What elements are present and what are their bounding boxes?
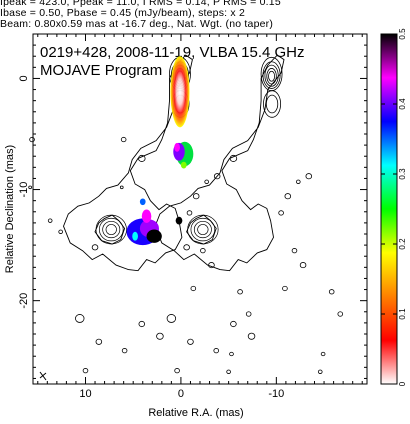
contour-blob — [183, 244, 190, 251]
y-tick-label: -10 — [18, 182, 30, 198]
contour-blob — [47, 218, 53, 223]
contour-blob — [120, 136, 127, 143]
south-contour — [98, 217, 124, 242]
header-line-3: Beam: 0.80x0.59 mas at -16.7 deg., Nat. … — [0, 18, 274, 30]
contour-blob — [247, 332, 256, 340]
beam-marker — [39, 371, 47, 381]
south-contour — [95, 214, 127, 245]
axis-ticks: 10 0 -10 0 -10 -20 — [18, 34, 367, 400]
contour-blob — [320, 351, 326, 357]
colorbar-tick-label: 0.2 — [398, 238, 407, 250]
core-contour — [264, 64, 279, 87]
core-contour — [263, 90, 282, 118]
outer-contour — [154, 54, 285, 272]
contour-blob — [229, 154, 238, 162]
plot-title-line-2: MOJAVE Program — [40, 62, 162, 79]
south-polarization-dot — [175, 216, 183, 225]
contour-blob — [229, 351, 234, 357]
plot-title-line-1: 0219+428, 2008-11-19, VLBA 15.4 GHz — [40, 44, 305, 61]
contour-blob — [213, 348, 220, 354]
contour-blob — [186, 210, 193, 216]
colorbar — [380, 33, 398, 385]
contour-blob — [305, 173, 313, 180]
contour-blob — [166, 314, 177, 323]
inner-contour — [94, 214, 126, 245]
contour-blob — [190, 285, 197, 292]
contour-blob — [121, 348, 128, 354]
contour-blob — [29, 136, 35, 143]
polarization-color-layer — [126, 56, 194, 246]
contour-blob — [299, 262, 307, 269]
colorbar-ticks: 0 0.1 0.2 0.3 0.4 0.5 — [381, 28, 407, 386]
south-contour — [102, 220, 121, 239]
contour-blob — [204, 179, 209, 184]
contour-blob — [95, 338, 103, 345]
colorbar-tick-label: 0.4 — [398, 98, 407, 110]
core-contour — [268, 70, 276, 82]
core-contour — [265, 94, 279, 114]
core-polarization — [170, 56, 190, 128]
south-contour — [187, 214, 219, 245]
x-axis-label: Relative R.A. (mas) — [148, 407, 243, 419]
contour-blob — [138, 320, 146, 328]
colorbar-tick-label: 0 — [398, 381, 407, 386]
contour-blob — [245, 311, 252, 317]
y-tick-label: -20 — [18, 293, 30, 309]
contour-blob — [237, 289, 243, 295]
header-line-1: Ipeak = 423.0, Ppeak = 11.0, I RMS = 0.1… — [0, 0, 281, 8]
contour-blob — [82, 368, 89, 374]
jet-polarization-lime — [180, 161, 187, 169]
south-polarization-cyan — [132, 231, 138, 241]
contour-blob — [230, 320, 237, 328]
outer-contour — [63, 54, 193, 272]
x-tick-label: 10 — [79, 388, 91, 400]
header-line-2: Ibase = 0.50, Pbase = 0.45 (mJy/beam), s… — [0, 7, 246, 19]
core-contour — [266, 68, 277, 85]
contour-blob — [337, 311, 344, 317]
south-polarization-dot — [139, 198, 146, 206]
colorbar-tick-label: 0.1 — [398, 308, 407, 320]
contour-blob — [156, 332, 164, 340]
colorbar-tick-label: 0.3 — [398, 168, 407, 180]
south-polarization-black — [146, 229, 162, 243]
contour-blob — [284, 193, 292, 200]
core-contour — [262, 61, 281, 89]
contour-blob — [295, 179, 301, 184]
contour-blob — [291, 248, 298, 254]
south-contour — [190, 217, 216, 242]
south-polarization-magenta — [141, 209, 152, 223]
y-tick-label: 0 — [18, 75, 30, 81]
contour-blob — [317, 369, 323, 374]
contour-blob — [328, 289, 335, 295]
y-axis-label: Relative Declination (mas) — [4, 145, 16, 273]
contour-blob — [282, 285, 288, 292]
contour-blob — [138, 154, 146, 162]
contour-blob — [213, 173, 221, 180]
jet-polarization-magenta — [174, 142, 180, 152]
south-contour — [105, 224, 117, 236]
colorbar-tick-label: 0.5 — [398, 28, 407, 40]
inner-contour — [186, 214, 217, 245]
contour-blob — [119, 185, 124, 190]
contour-blob — [200, 248, 206, 254]
contour-blob — [278, 210, 284, 216]
contour-blob — [226, 369, 231, 374]
south-contour — [197, 224, 209, 236]
contour-blob — [192, 193, 200, 200]
x-tick-label: 0 — [178, 388, 184, 400]
contour-blob — [58, 229, 63, 234]
contour-blob — [28, 185, 32, 190]
contour-blob — [75, 314, 85, 323]
south-contour — [193, 220, 212, 239]
contour-blob — [187, 338, 194, 345]
contour-blob — [174, 368, 180, 374]
x-tick-label: -10 — [268, 388, 284, 400]
contour-blob — [91, 244, 99, 251]
plot-frame — [32, 33, 368, 385]
